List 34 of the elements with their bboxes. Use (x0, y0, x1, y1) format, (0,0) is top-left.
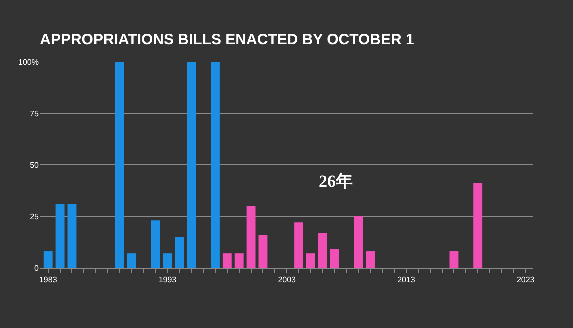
y-tick-label: 25 (30, 212, 40, 222)
bar (127, 254, 136, 268)
bar (116, 62, 124, 268)
bar (44, 252, 53, 268)
annotation: 26年 (319, 172, 353, 191)
bar (187, 62, 196, 268)
bar (306, 254, 316, 268)
bar (294, 222, 304, 268)
bar (175, 237, 184, 268)
bar (318, 232, 328, 268)
chart-title: APPROPRIATIONS BILLS ENACTED BY OCTOBER 1 (40, 32, 414, 49)
y-tick-label: 100% (18, 58, 39, 67)
bar (330, 249, 340, 268)
bar (234, 254, 244, 268)
x-tick-label: 2003 (278, 276, 297, 285)
bar (56, 204, 65, 268)
bar (474, 184, 483, 268)
bar (211, 62, 220, 268)
y-tick-label: 50 (30, 160, 40, 170)
bar (151, 220, 160, 268)
x-tick-label: 2023 (516, 276, 536, 285)
y-tick-label: 75 (30, 109, 40, 118)
x-tick-label: 1983 (39, 276, 58, 285)
bar (354, 216, 364, 268)
bar (258, 235, 268, 268)
bar (450, 252, 459, 268)
bar (163, 254, 172, 268)
bar (68, 204, 77, 268)
bar (222, 254, 232, 268)
y-tick-label: 0 (34, 264, 40, 273)
x-tick-label: 2013 (398, 276, 416, 285)
bar (366, 252, 376, 268)
bar (246, 206, 256, 268)
x-tick-label: 1993 (158, 276, 178, 285)
